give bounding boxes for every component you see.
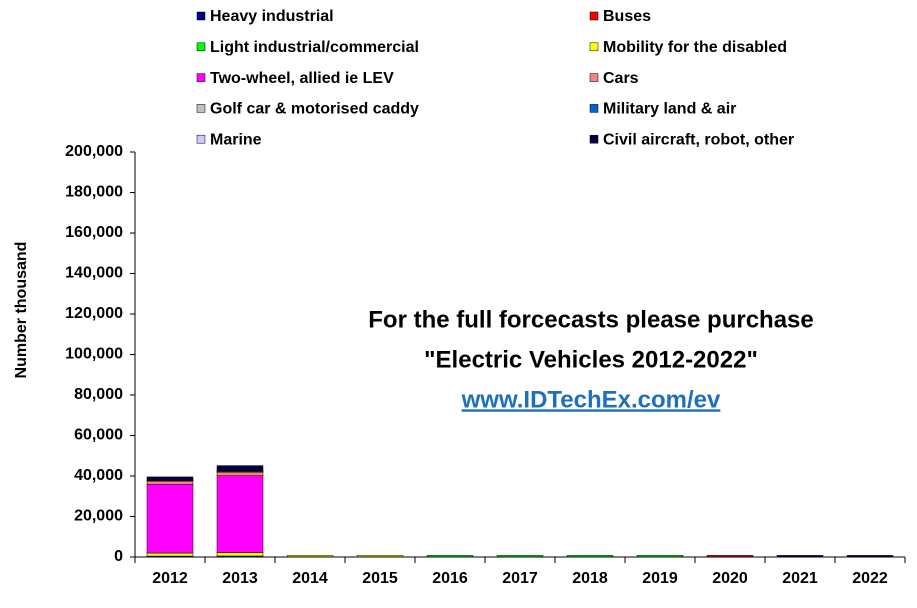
legend-label: Marine [210, 131, 262, 148]
x-tick-label: 2013 [222, 570, 258, 587]
x-tick-label: 2018 [572, 570, 608, 587]
legend-swatch [589, 134, 599, 144]
legend-swatch [196, 104, 206, 113]
legend-label: Heavy industrial [210, 8, 334, 25]
x-tick-label: 2015 [362, 570, 398, 587]
legend-swatch [589, 42, 599, 52]
bar-segment [146, 476, 194, 481]
y-tick-label: 120,000 [65, 305, 123, 322]
annotation: For the full forcecasts please purchase [368, 306, 814, 333]
y-tick-label: 60,000 [74, 427, 123, 444]
x-tick-label: 2017 [502, 570, 538, 587]
legend-swatch [196, 73, 206, 82]
bar-segment [146, 552, 194, 557]
legend-label: Mobility for the disabled [603, 39, 787, 56]
y-tick-label: 20,000 [74, 508, 123, 525]
y-tick-label: 200,000 [65, 143, 123, 160]
x-tick-label: 2019 [642, 570, 678, 587]
y-tick-label: 100,000 [65, 346, 123, 363]
bar-segment [216, 475, 264, 553]
legend-label: Light industrial/commercial [210, 39, 419, 56]
x-tick-label: 2021 [782, 570, 818, 587]
legend-swatch [196, 42, 206, 52]
legend-swatch [196, 11, 206, 21]
legend-label: Cars [603, 70, 639, 87]
y-tick-label: 40,000 [74, 467, 123, 484]
x-tick-label: 2014 [292, 570, 328, 587]
x-tick-label: 2020 [712, 570, 748, 587]
bar-segment [146, 483, 194, 554]
y-tick-label: 0 [114, 548, 123, 565]
legend-label: Military land & air [603, 101, 736, 118]
bar-segment [216, 471, 264, 477]
y-tick-label: 140,000 [65, 265, 123, 282]
legend-swatch [589, 104, 599, 113]
bar-segment [146, 480, 194, 485]
legend-swatch [589, 73, 599, 82]
legend-label: Civil aircraft, robot, other [603, 131, 794, 148]
link[interactable]: www.IDTechEx.com/ev [461, 386, 721, 413]
bar-segment [216, 552, 264, 557]
legend-swatch [589, 11, 599, 21]
y-tick-label: 160,000 [65, 224, 123, 241]
y-tick-label: 80,000 [74, 386, 123, 403]
x-tick-label: 2022 [852, 570, 888, 587]
legend-swatch [196, 134, 206, 144]
legend-label: Golf car & motorised caddy [210, 101, 419, 118]
x-tick-label: 2016 [432, 570, 468, 587]
bar-segment [216, 465, 264, 471]
y-axis-label: Number thousand [13, 242, 30, 379]
x-tick-label: 2012 [152, 570, 188, 587]
y-tick-label: 180,000 [65, 184, 123, 201]
legend-label: Two-wheel, allied ie LEV [210, 70, 394, 87]
annotation: "Electric Vehicles 2012-2022" [424, 346, 758, 373]
legend-label: Buses [603, 8, 651, 25]
